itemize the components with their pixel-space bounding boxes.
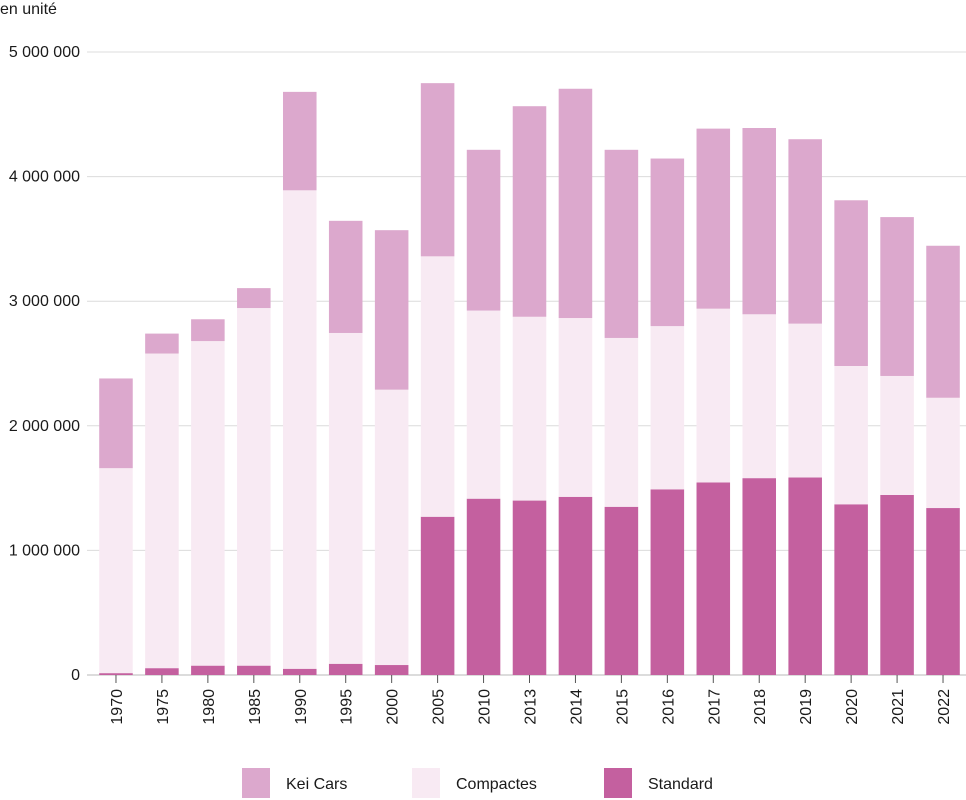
bar-segment-compactes [282, 190, 317, 669]
y-tick-label: 2 000 000 [9, 418, 80, 435]
bar-segment-standard [650, 489, 685, 675]
bar-segment-standard [191, 665, 225, 675]
x-tick-label: 2019 [798, 689, 815, 725]
bar-segment-compactes [145, 353, 179, 669]
bar-segment-kei-cars [604, 149, 639, 338]
bar-segment-kei-cars [834, 200, 868, 366]
bar-segment-compactes [650, 326, 685, 490]
bar-segment-standard [374, 665, 409, 675]
bar-segment-compactes [374, 389, 409, 666]
bar-segment-standard [420, 516, 455, 675]
x-tick-label: 2000 [385, 689, 402, 725]
legend-swatch [242, 768, 270, 798]
y-tick-label: 5 000 000 [9, 44, 80, 61]
x-tick-label: 1980 [201, 689, 218, 725]
x-tick-label: 1975 [155, 689, 172, 725]
bar-segment-kei-cars [880, 217, 914, 376]
bar-segment-kei-cars [282, 91, 317, 191]
bar-segment-standard [512, 500, 547, 675]
legend-label: Kei Cars [286, 776, 347, 793]
bar-segment-kei-cars [237, 288, 271, 309]
legend: Kei Cars Compactes Standard [242, 768, 713, 798]
bar-segment-kei-cars [512, 106, 547, 317]
y-tick-label: 4 000 000 [9, 169, 80, 186]
bar-segment-standard [237, 665, 271, 675]
x-axis: 1970 1975 1980 1985 1990 1995 2000 2005 2010 2013… [109, 675, 953, 725]
bar-segment-compactes [237, 308, 271, 666]
bar-segment-compactes [99, 468, 133, 674]
bar-segment-kei-cars [145, 333, 179, 354]
bar-segment-standard [834, 504, 868, 675]
bar-segment-kei-cars [374, 230, 409, 390]
bar-segment-kei-cars [328, 220, 363, 333]
x-tick-label: 2014 [568, 689, 585, 725]
bar-segment-standard [788, 477, 822, 675]
bar-segment-compactes [788, 323, 822, 478]
bar-segment-kei-cars [99, 378, 133, 469]
bar-segment-kei-cars [650, 158, 685, 327]
bar-segment-compactes [512, 316, 547, 501]
bars [99, 83, 960, 675]
bar-segment-standard [282, 668, 317, 675]
bar-segment-kei-cars [926, 245, 960, 398]
bar-segment-compactes [466, 310, 501, 499]
bar-segment-kei-cars [696, 128, 731, 309]
bar-segment-standard [145, 668, 179, 675]
x-tick-label: 2018 [752, 689, 769, 725]
bar-segment-compactes [926, 397, 960, 509]
bar-segment-standard [742, 478, 777, 675]
x-tick-label: 2017 [706, 689, 723, 725]
x-tick-label: 1985 [247, 689, 264, 725]
bar-segment-compactes [558, 318, 593, 497]
bar-segment-kei-cars [742, 128, 777, 315]
bar-segment-compactes [420, 256, 455, 517]
bar-segment-compactes [880, 375, 914, 495]
x-tick-label: 1995 [339, 689, 356, 725]
y-tick-label: 0 [71, 667, 80, 684]
x-tick-label: 2015 [614, 689, 631, 725]
bar-segment-standard [926, 508, 960, 675]
bar-segment-kei-cars [788, 139, 822, 324]
legend-label: Compactes [456, 776, 537, 793]
legend-swatch [604, 768, 632, 798]
legend-swatch [412, 768, 440, 798]
bar-segment-standard [880, 494, 914, 675]
y-tick-label: 1 000 000 [9, 542, 80, 559]
x-tick-label: 2005 [431, 689, 448, 725]
bar-segment-standard [558, 496, 593, 675]
x-tick-label: 2010 [477, 689, 494, 725]
bar-segment-kei-cars [466, 149, 501, 311]
bar-segment-standard [99, 673, 133, 675]
bar-segment-kei-cars [191, 319, 225, 342]
x-tick-label: 2013 [523, 689, 540, 725]
bar-segment-standard [328, 663, 363, 675]
x-tick-label: 2021 [890, 689, 907, 725]
bar-segment-compactes [742, 314, 777, 479]
bar-segment-compactes [604, 337, 639, 507]
bar-segment-standard [466, 498, 501, 675]
bar-segment-compactes [328, 332, 363, 664]
bar-segment-compactes [191, 341, 225, 666]
bar-segment-kei-cars [558, 88, 593, 319]
x-tick-label: 2016 [660, 689, 677, 725]
x-tick-label: 1990 [293, 689, 310, 725]
x-tick-label: 1970 [109, 689, 126, 725]
x-tick-label: 2020 [844, 689, 861, 725]
y-axis-ticks: 0 1 000 000 2 000 000 3 000 000 4 000 000 5 0… [9, 44, 80, 684]
bar-segment-compactes [696, 308, 731, 483]
y-axis-label: en unité [0, 1, 57, 18]
bar-segment-kei-cars [420, 83, 455, 257]
y-tick-label: 3 000 000 [9, 293, 80, 310]
bar-segment-compactes [834, 365, 868, 505]
x-tick-label: 2022 [936, 689, 953, 725]
legend-label: Standard [648, 776, 713, 793]
bar-segment-standard [604, 506, 639, 675]
bar-segment-standard [696, 482, 731, 675]
